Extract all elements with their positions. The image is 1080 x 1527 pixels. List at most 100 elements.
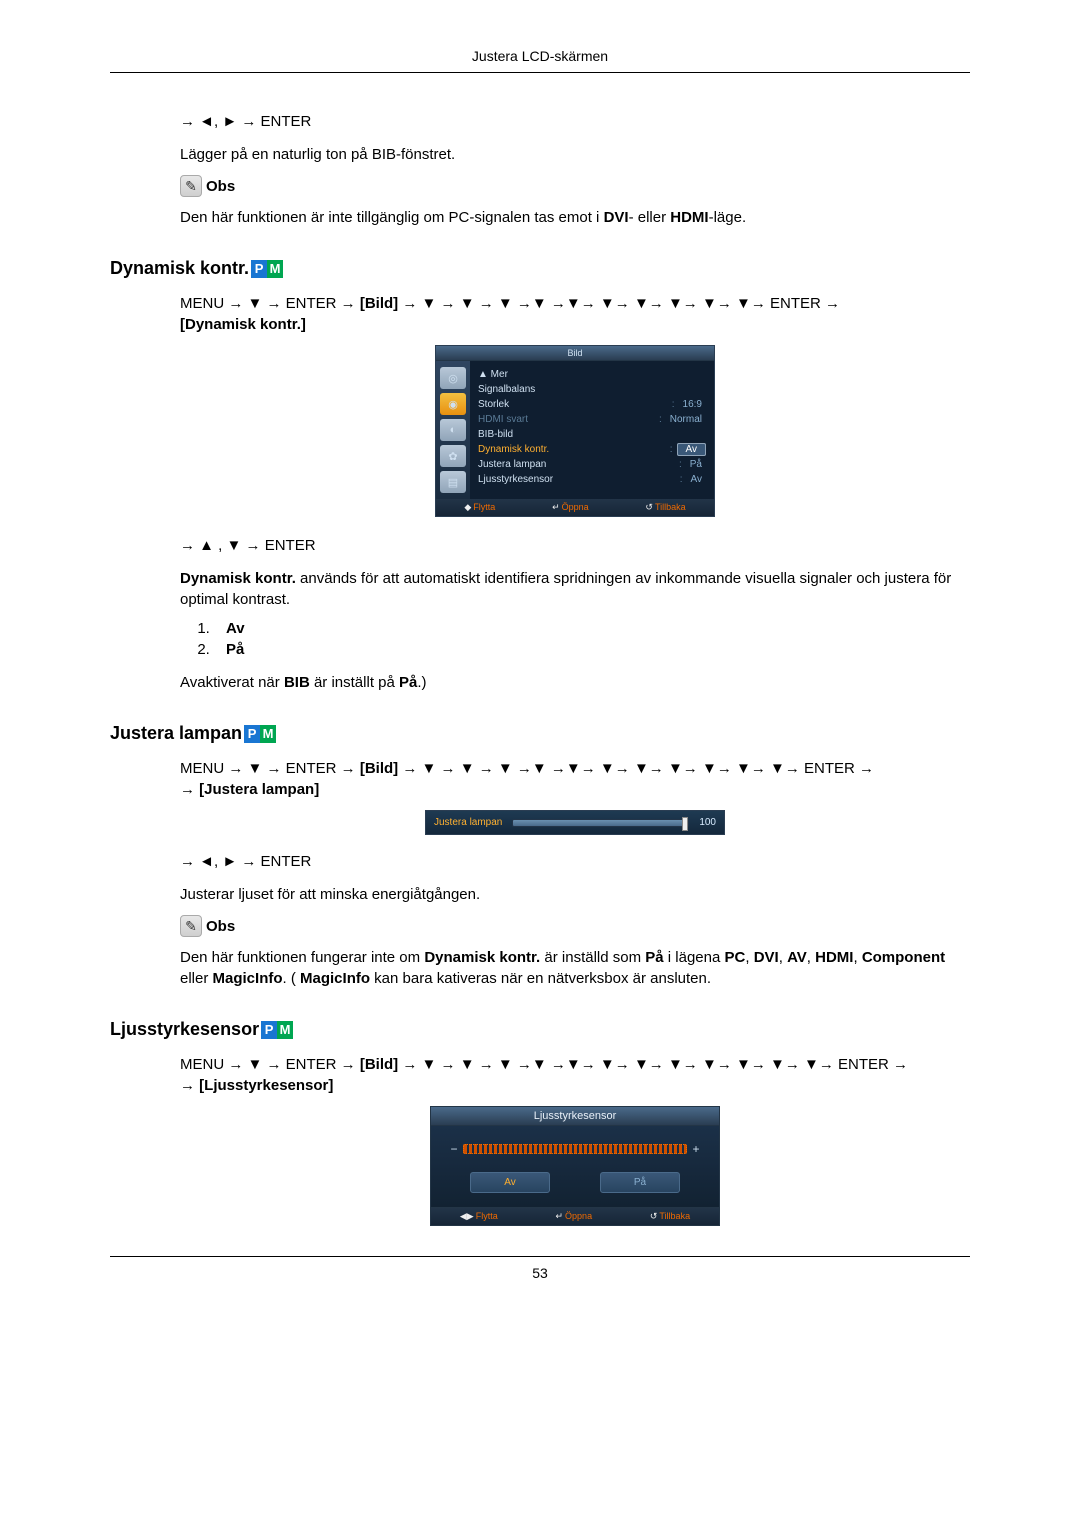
section-title: Justera lampan xyxy=(110,723,242,744)
t: Avaktiverat när xyxy=(180,674,284,691)
sensor-bar xyxy=(463,1144,687,1154)
footer-divider xyxy=(110,1256,970,1257)
section-sensor-heading: Ljusstyrkesensor PM xyxy=(110,1019,970,1040)
t: MagicInfo xyxy=(300,970,370,987)
osd-row: Storlek:16:9 xyxy=(478,397,706,412)
nav-line-3: → ◄, ► → ENTER xyxy=(180,853,970,870)
menu-path-1: MENU → ▼ → ENTER → [Bild] → ▼ → ▼ → ▼ →▼… xyxy=(180,293,970,335)
osd-footer: ◆Flytta ↵Öppna ↺Tillbaka xyxy=(436,499,714,516)
footer-back: Tillbaka xyxy=(659,1211,690,1221)
slider-label: Justera lampan xyxy=(434,817,502,828)
pm-badge-icon: PM xyxy=(244,725,276,743)
section-dynamisk-heading: Dynamisk kontr. PM xyxy=(110,258,970,279)
t: DVI xyxy=(754,949,779,966)
osd-ico-setup-icon: ✿ xyxy=(440,445,466,467)
minus-icon: − xyxy=(445,1142,463,1156)
sensor-dialog-screenshot: Ljusstyrkesensor − + Av På ◀▶Flytta ↵Öpp… xyxy=(430,1106,720,1226)
pm-badge-icon: PM xyxy=(261,1021,293,1039)
osd-ico-input-icon: ◎ xyxy=(440,367,466,389)
section-title: Ljusstyrkesensor xyxy=(110,1019,259,1040)
osd-list: ▲ MerSignalbalansStorlek:16:9HDMI svart:… xyxy=(470,361,714,499)
slider-value: 100 xyxy=(699,817,716,828)
foot-dynamisk: Avaktiverat när BIB är inställt på På.) xyxy=(180,672,970,693)
t: [Bild] xyxy=(360,1056,398,1073)
sensor-opt-pa: På xyxy=(600,1172,680,1193)
list-item: Av xyxy=(214,620,970,637)
slider-track xyxy=(512,819,689,827)
t: HDMI xyxy=(815,949,853,966)
t: Component xyxy=(862,949,945,966)
footer-move: Flytta xyxy=(476,1211,498,1221)
t: [Bild] xyxy=(360,295,398,312)
footer-move: Flytta xyxy=(473,502,495,512)
osd-row: Dynamisk kontr.:Av xyxy=(478,442,706,457)
t: är inställd som xyxy=(540,949,645,966)
t: , xyxy=(807,949,815,966)
section-title: Dynamisk kontr. xyxy=(110,258,249,279)
menu-path-2: MENU → ▼ → ENTER → [Bild] → ▼ → ▼ → ▼ →▼… xyxy=(180,758,970,800)
t: - eller xyxy=(629,209,671,226)
desc-dynamisk: Dynamisk kontr. används för att automati… xyxy=(180,568,970,610)
opt-pa: På xyxy=(226,641,244,658)
t: Den här funktionen är inte tillgänglig o… xyxy=(180,209,604,226)
t: Dynamisk kontr. xyxy=(180,570,296,587)
header-divider xyxy=(110,72,970,73)
t: BIB xyxy=(284,674,310,691)
t: MENU → ▼ → ENTER → xyxy=(180,760,360,777)
para-note-1: Den här funktionen är inte tillgänglig o… xyxy=(180,207,970,228)
t: i lägena xyxy=(664,949,725,966)
list-item: På xyxy=(214,641,970,658)
sensor-footer: ◀▶Flytta ↵Öppna ↺Tillbaka xyxy=(430,1208,720,1226)
para-tone: Lägger på en naturlig ton på BIB-fönstre… xyxy=(180,144,970,165)
note-icon: ✎ xyxy=(180,915,202,937)
t: , xyxy=(853,949,861,966)
t: [Ljusstyrkesensor] xyxy=(199,1077,333,1094)
para-lampan-1: Justerar ljuset för att minska energiåtg… xyxy=(180,884,970,905)
slider-thumb xyxy=(682,817,688,831)
t: AV xyxy=(787,949,807,966)
nav-line-1: → ◄, ► → ENTER xyxy=(180,113,970,130)
pm-badge-icon: PM xyxy=(251,260,283,278)
sensor-title: Ljusstyrkesensor xyxy=(430,1106,720,1125)
osd-row: ▲ Mer xyxy=(478,367,706,382)
osd-row: Signalbalans xyxy=(478,382,706,397)
osd-ico-picture-icon: ◉ xyxy=(440,393,466,415)
t: kan bara kativeras när en nätverksbox är… xyxy=(370,970,711,987)
t: → ▼ → ▼ → ▼ →▼ →▼→ ▼→ ▼→ ▼→ ▼→ ▼→ ▼→ ENT… xyxy=(398,760,874,777)
t: eller xyxy=(180,970,213,987)
plus-icon: + xyxy=(687,1142,705,1156)
t: Den här funktionen fungerar inte om xyxy=(180,949,424,966)
t: På xyxy=(399,674,417,691)
t: [Justera lampan] xyxy=(199,781,319,798)
osd-sidebar: ◎ ◉ ◐ ✿ ▤ xyxy=(436,361,470,499)
t: MENU → ▼ → ENTER → xyxy=(180,295,360,312)
t: → ▼ → ▼ → ▼ →▼ →▼→ ▼→ ▼→ ▼→ ▼→ ▼→ ▼→ ▼→ … xyxy=(398,1056,908,1073)
osd-ico-multi-icon: ▤ xyxy=(440,471,466,493)
page-header: Justera LCD-skärmen xyxy=(110,48,970,72)
t: Dynamisk kontr. xyxy=(424,949,540,966)
slider-screenshot: Justera lampan 100 xyxy=(425,810,725,835)
t: DVI xyxy=(604,209,629,226)
t: [Dynamisk kontr.] xyxy=(180,316,306,333)
osd-row: HDMI svart:Normal xyxy=(478,412,706,427)
sensor-opt-av: Av xyxy=(470,1172,550,1193)
t: . ( xyxy=(283,970,301,987)
section-lampan-heading: Justera lampan PM xyxy=(110,723,970,744)
osd-row: Justera lampan:På xyxy=(478,457,706,472)
note-label: Obs xyxy=(206,918,235,935)
t: , xyxy=(745,949,753,966)
footer-open: Öppna xyxy=(562,502,589,512)
t: , xyxy=(779,949,787,966)
footer-back: Tillbaka xyxy=(655,502,686,512)
osd-menu-screenshot: Bild ◎ ◉ ◐ ✿ ▤ ▲ MerSignalbalansStorlek:… xyxy=(435,345,715,517)
osd-ico-sound-icon: ◐ xyxy=(440,419,466,441)
menu-path-3: MENU → ▼ → ENTER → [Bild] → ▼ → ▼ → ▼ →▼… xyxy=(180,1054,970,1096)
note-label: Obs xyxy=(206,178,235,195)
t: -läge. xyxy=(709,209,747,226)
nav-line-2: → ▲ , ▼ → ENTER xyxy=(180,537,970,554)
note-icon: ✎ xyxy=(180,175,202,197)
osd-row: Ljusstyrkesensor:Av xyxy=(478,472,706,487)
option-list-1: Av På xyxy=(200,620,970,658)
t: .) xyxy=(417,674,426,691)
t: På xyxy=(645,949,663,966)
